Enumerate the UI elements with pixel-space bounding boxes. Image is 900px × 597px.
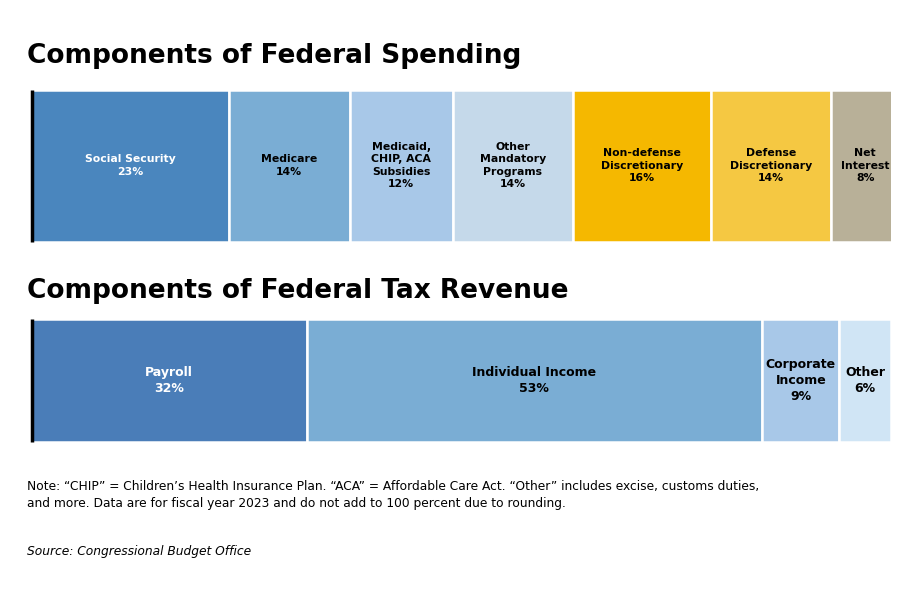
- Text: Social Security
23%: Social Security 23%: [85, 155, 176, 177]
- Bar: [840, 319, 891, 442]
- Text: Components of Federal Spending: Components of Federal Spending: [27, 42, 521, 69]
- Text: Source: Congressional Budget Office: Source: Congressional Budget Office: [27, 545, 251, 558]
- Text: Medicare
14%: Medicare 14%: [261, 155, 318, 177]
- Text: Other
6%: Other 6%: [845, 366, 886, 395]
- Text: Net
Interest
8%: Net Interest 8%: [841, 148, 889, 183]
- Bar: [831, 90, 900, 242]
- Bar: [32, 90, 230, 242]
- Text: Components of Federal Tax Revenue: Components of Federal Tax Revenue: [27, 278, 569, 304]
- Bar: [32, 319, 307, 442]
- Text: Note: “CHIP” = Children’s Health Insurance Plan. “ACA” = Affordable Care Act. “O: Note: “CHIP” = Children’s Health Insuran…: [27, 480, 760, 510]
- Bar: [307, 319, 762, 442]
- Text: Payroll
32%: Payroll 32%: [145, 366, 193, 395]
- Text: Medicaid,
CHIP, ACA
Subsidies
12%: Medicaid, CHIP, ACA Subsidies 12%: [371, 142, 431, 189]
- Text: Corporate
Income
9%: Corporate Income 9%: [766, 358, 836, 403]
- Bar: [762, 319, 840, 442]
- Bar: [710, 90, 831, 242]
- Bar: [453, 90, 573, 242]
- Bar: [349, 90, 453, 242]
- Text: Defense
Discretionary
14%: Defense Discretionary 14%: [730, 148, 812, 183]
- Text: Individual Income
53%: Individual Income 53%: [472, 366, 597, 395]
- Bar: [573, 90, 710, 242]
- Bar: [230, 90, 349, 242]
- Text: Other
Mandatory
Programs
14%: Other Mandatory Programs 14%: [480, 142, 546, 189]
- Text: Non-defense
Discretionary
16%: Non-defense Discretionary 16%: [600, 148, 683, 183]
